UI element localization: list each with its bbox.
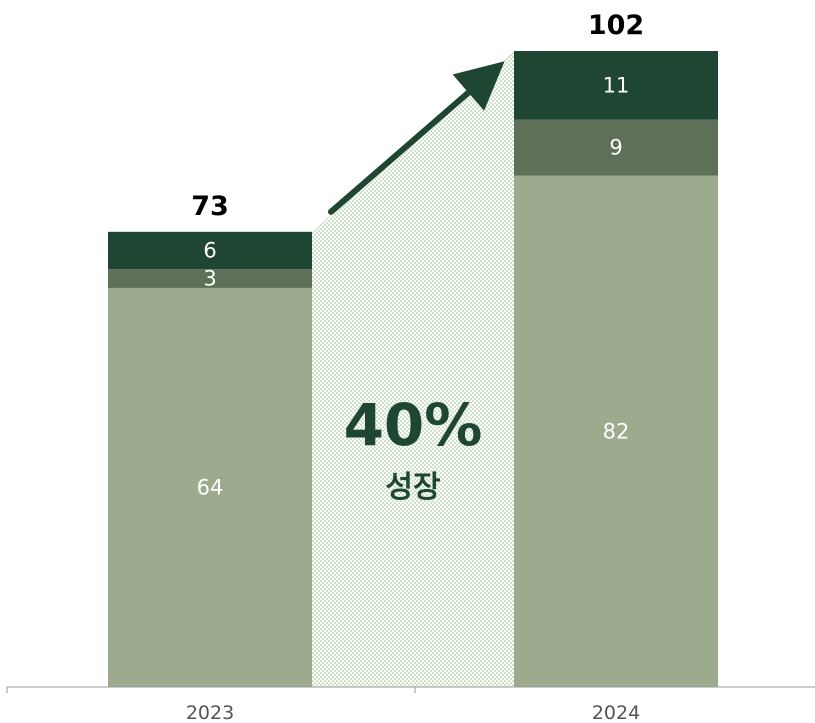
growth-percent: 40%	[344, 391, 483, 459]
total-label-2023: 73	[191, 191, 229, 222]
bar-segment-2023-1	[108, 269, 312, 288]
segment-label-2024-0: 82	[603, 419, 630, 443]
x-tick-label-2023: 2023	[186, 702, 234, 723]
bar-segment-2023-2	[108, 231, 312, 270]
total-label-2024: 102	[588, 10, 644, 41]
bar-group: 64 3 6 73 82 9 11 102	[108, 10, 718, 688]
bar-segment-2024-1	[514, 119, 718, 176]
segment-label-2023-1: 3	[203, 267, 216, 291]
bar-segment-2024-2	[514, 51, 718, 120]
x-tick-label-2024: 2024	[592, 702, 640, 723]
growth-arrow	[328, 61, 505, 215]
segment-label-2023-0: 64	[197, 475, 224, 499]
segment-label-2024-1: 9	[609, 136, 622, 160]
growth-band	[312, 51, 514, 687]
segment-label-2024-2: 11	[603, 73, 630, 97]
segment-label-2023-2: 6	[203, 239, 216, 263]
bar-segment-2023-0	[108, 287, 312, 687]
bar-segment-2024-0	[514, 175, 718, 688]
x-axis: 2023 2024	[6, 686, 815, 723]
growth-label: 성장	[385, 470, 441, 505]
